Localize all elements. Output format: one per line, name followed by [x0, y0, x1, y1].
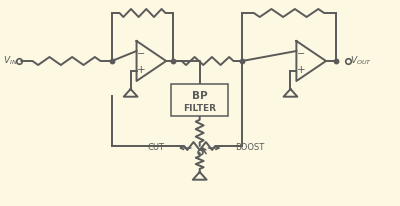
Bar [171, 85, 228, 116]
Text: −: − [138, 49, 146, 59]
Text: BOOST: BOOST [235, 143, 264, 152]
Text: $\it{V}_{OUT}$: $\it{V}_{OUT}$ [350, 54, 372, 67]
Text: −: − [297, 49, 305, 59]
Text: $\it{V}_{IN}$: $\it{V}_{IN}$ [2, 54, 17, 67]
Text: +: + [137, 65, 146, 75]
Text: BP: BP [192, 91, 208, 101]
Text: FILTER: FILTER [183, 103, 216, 112]
Text: CUT: CUT [147, 143, 164, 152]
Text: +: + [297, 65, 306, 75]
